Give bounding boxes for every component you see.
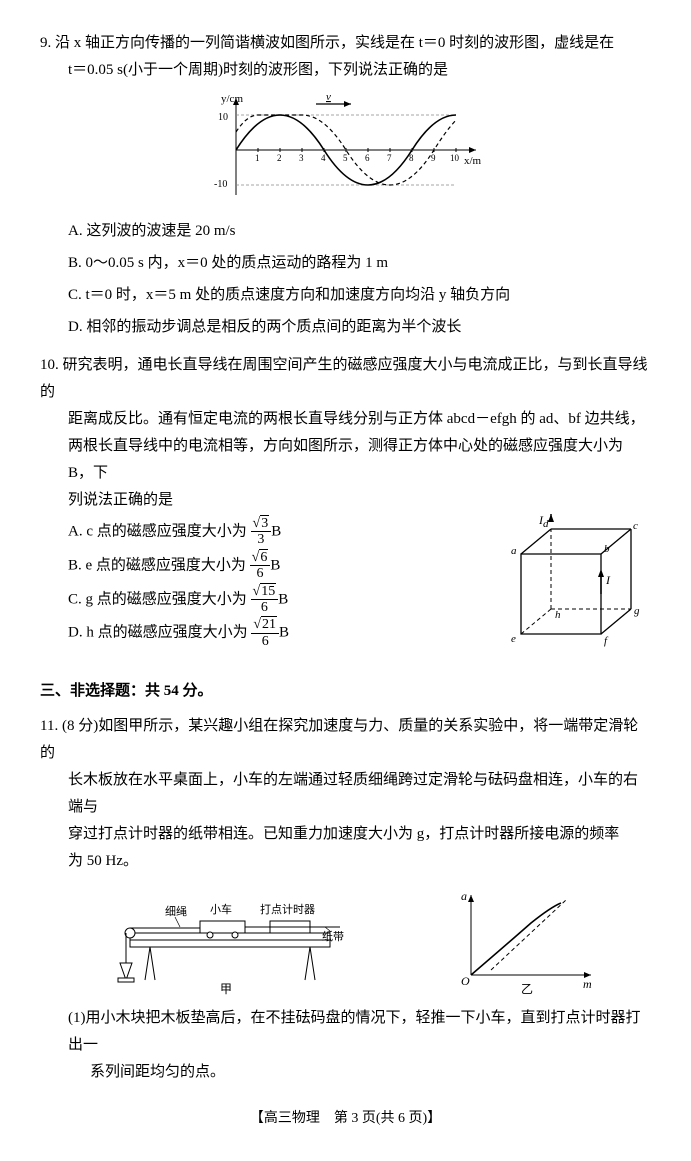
svg-text:3: 3 xyxy=(299,153,304,163)
svg-text:9: 9 xyxy=(431,153,436,163)
q10-number: 10. xyxy=(40,357,59,373)
q10-line3: 两根长直导线中的电流相等，方向如图所示，测得正方体中心处的磁感应强度大小为 B，… xyxy=(40,433,651,487)
ylabel: y/cm xyxy=(221,93,243,105)
q10-optC: C. g 点的磁感应强度大小为 √156B xyxy=(68,584,491,616)
svg-text:10: 10 xyxy=(218,112,228,123)
q11-sub1: (1)用小木块把木板垫高后，在不挂砝码盘的情况下，轻推一下小车，直到打点计时器打… xyxy=(40,1005,651,1059)
q9-options: A. 这列波的波速是 20 m/s B. 0～0.05 s 内，x＝0 处的质点… xyxy=(40,216,651,342)
q9-optD: D. 相邻的振动步调总是相反的两个质点间的距离为半个波长 xyxy=(68,312,651,342)
page-footer: 【高三物理 第 3 页(共 6 页)】 xyxy=(40,1106,651,1131)
apparatus-svg: 细绳 小车 打点计时器 纸带 甲 xyxy=(90,885,350,995)
cube-d: d xyxy=(543,518,549,530)
cube-f: f xyxy=(604,635,609,647)
label-fig2: 乙 xyxy=(521,982,533,995)
optB-B: B xyxy=(270,557,280,573)
svg-text:2: 2 xyxy=(277,153,282,163)
q10-optD-text: D. h 点的磁感应强度大小为 xyxy=(68,625,248,641)
q10-options: A. c 点的磁感应强度大小为 √33B B. e 点的磁感应强度大小为 √66… xyxy=(40,514,491,651)
q10-optB-text: B. e 点的磁感应强度大小为 xyxy=(68,557,246,573)
q9-optC: C. t＝0 时，x＝5 m 处的质点速度方向和加速度方向均沿 y 轴负方向 xyxy=(68,280,651,310)
q10-line1: 研究表明，通电长直导线在周围空间产生的磁感应强度大小与电流成正比，与到长直导线的 xyxy=(40,357,648,400)
label-cart: 小车 xyxy=(210,902,232,916)
q9-optA: A. 这列波的波速是 20 m/s xyxy=(68,216,651,246)
optA-B: B xyxy=(271,523,281,539)
q11-line4: 为 50 Hz。 xyxy=(40,848,651,875)
optC-num: 15 xyxy=(260,583,276,599)
q9-optB: B. 0～0.05 s 内，x＝0 处的质点运动的路程为 1 m xyxy=(68,248,651,278)
q10-optD: D. h 点的磁感应强度大小为 √216B xyxy=(68,617,491,649)
cube-h: h xyxy=(555,609,561,621)
q10-optB: B. e 点的磁感应强度大小为 √66B xyxy=(68,550,491,582)
svg-text:10: 10 xyxy=(450,153,460,163)
q10-line2: 距离成反比。通有恒定电流的两根长直导线分别与正方体 abcd－efgh 的 ad… xyxy=(40,406,651,433)
q9-number: 9. xyxy=(40,35,51,51)
q11-line2: 长木板放在水平桌面上，小车的左端通过轻质细绳跨过定滑轮与砝码盘相连，小车的右端与 xyxy=(40,767,651,821)
question-10: 10. 研究表明，通电长直导线在周围空间产生的磁感应强度大小与电流成正比，与到长… xyxy=(40,352,651,664)
label-tape: 纸带 xyxy=(322,930,344,943)
svg-text:I: I xyxy=(605,573,611,587)
q11-sub1b: 系列间距均匀的点。 xyxy=(40,1059,651,1086)
label-a: a xyxy=(461,889,467,903)
optD-den: 6 xyxy=(251,634,279,649)
cube-c: c xyxy=(633,520,638,532)
label-m: m xyxy=(583,977,592,991)
q11-line1: (8 分)如图甲所示，某兴趣小组在探究加速度与力、质量的关系实验中，将一端带定滑… xyxy=(40,718,638,761)
cube-g: g xyxy=(634,605,640,617)
cube-a: a xyxy=(511,545,517,557)
section-3-title: 三、非选择题：共 54 分。 xyxy=(40,678,651,705)
optA-num: 3 xyxy=(260,515,269,531)
wave-chart-svg: y/cm x/m 10 -10 123 456 789 10 xyxy=(206,90,486,200)
optC-B: B xyxy=(278,591,288,607)
q10-optA-text: A. c 点的磁感应强度大小为 xyxy=(68,523,247,539)
am-graph-svg: a m O 乙 xyxy=(451,885,601,995)
q9-line1: 沿 x 轴正方向传播的一列简谐横波如图所示，实线是在 t＝0 时刻的波形图，虚线… xyxy=(55,35,614,51)
optD-B: B xyxy=(279,625,289,641)
optB-den: 6 xyxy=(250,566,271,581)
svg-text:6: 6 xyxy=(365,153,370,163)
optB-num: 6 xyxy=(259,549,268,565)
q10-optA: A. c 点的磁感应强度大小为 √33B xyxy=(68,516,491,548)
question-11: 11. (8 分)如图甲所示，某兴趣小组在探究加速度与力、质量的关系实验中，将一… xyxy=(40,713,651,1086)
svg-text:5: 5 xyxy=(343,153,348,163)
label-O: O xyxy=(461,974,470,988)
optD-num: 21 xyxy=(261,616,277,632)
q9-line2: t＝0.05 s(小于一个周期)时刻的波形图，下列说法正确的是 xyxy=(40,57,651,84)
cube-b: b xyxy=(604,543,610,555)
q10-line4: 列说法正确的是 xyxy=(40,487,651,514)
xlabel: x/m xyxy=(464,155,482,167)
optA-den: 3 xyxy=(251,532,272,547)
svg-text:-10: -10 xyxy=(214,179,227,190)
svg-text:4: 4 xyxy=(321,153,326,163)
q10-cube-figure: I I d c a b e h g f xyxy=(491,514,651,664)
q11-number: 11. xyxy=(40,718,58,734)
q10-optC-text: C. g 点的磁感应强度大小为 xyxy=(68,591,247,607)
label-rope: 细绳 xyxy=(165,904,187,918)
svg-text:1: 1 xyxy=(255,153,260,163)
q11-sub1-line1: (1)用小木块把木板垫高后，在不挂砝码盘的情况下，轻推一下小车，直到打点计时器打… xyxy=(68,1010,641,1053)
q9-wave-figure: y/cm x/m 10 -10 123 456 789 10 xyxy=(40,90,651,210)
q11-line3: 穿过打点计时器的纸带相连。已知重力加速度大小为 g，打点计时器所接电源的频率 xyxy=(40,821,651,848)
svg-text:7: 7 xyxy=(387,153,392,163)
cube-e: e xyxy=(511,633,516,645)
label-fig1: 甲 xyxy=(220,982,232,995)
v-label: v xyxy=(326,91,331,103)
optC-den: 6 xyxy=(251,600,279,615)
question-9: 9. 沿 x 轴正方向传播的一列简谐横波如图所示，实线是在 t＝0 时刻的波形图… xyxy=(40,30,651,342)
q11-figures: 细绳 小车 打点计时器 纸带 甲 a m O 乙 xyxy=(40,885,651,995)
label-timer: 打点计时器 xyxy=(260,902,315,916)
